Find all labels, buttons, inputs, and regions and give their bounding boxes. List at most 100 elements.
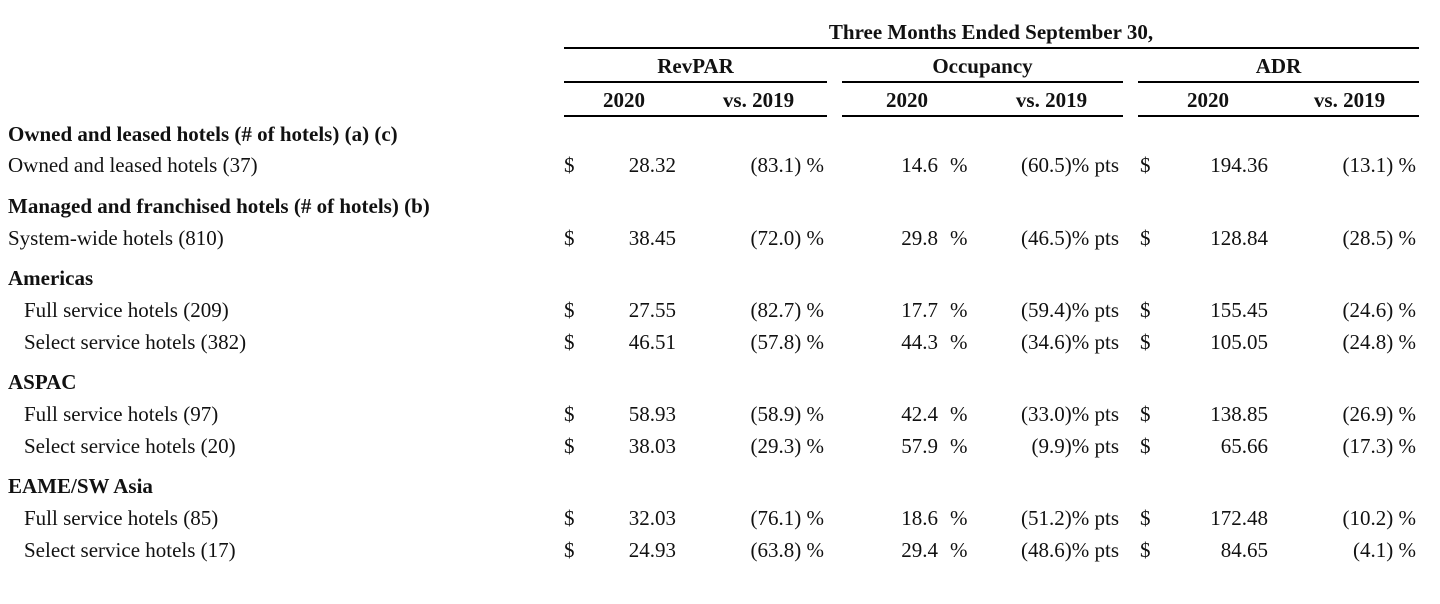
revpar-change: (83.1) % xyxy=(750,153,824,177)
revpar-value: 28.32 xyxy=(628,153,676,177)
row-label: Owned and leased hotels (37) xyxy=(8,153,258,177)
adr-change: (13.1) % xyxy=(1342,153,1416,177)
adr-value: 155.45 xyxy=(1210,298,1268,322)
adr-col-underline xyxy=(1138,115,1419,117)
adr-currency: $ xyxy=(1140,153,1151,177)
row-label: Full service hotels (85) xyxy=(24,506,219,530)
row-label: Full service hotels (209) xyxy=(24,298,229,322)
row-label: Select service hotels (382) xyxy=(24,330,247,354)
adr-value: 138.85 xyxy=(1210,402,1268,426)
revpar-change: (57.8) % xyxy=(750,330,824,354)
revpar-currency: $ xyxy=(564,226,575,250)
occupancy-group-header: Occupancy xyxy=(932,54,1033,78)
adr-value: 194.36 xyxy=(1210,153,1268,177)
section-heading-americas: Americas xyxy=(8,266,94,290)
revpar-col-underline xyxy=(564,115,827,117)
revpar-currency: $ xyxy=(564,330,575,354)
adr-value: 65.66 xyxy=(1220,434,1268,458)
adr-change: (28.5) % xyxy=(1342,226,1416,250)
occupancy-percent-sign: % xyxy=(950,298,968,322)
occupancy-value: 18.6 xyxy=(901,506,938,530)
adr-currency: $ xyxy=(1140,402,1151,426)
adr-change: (10.2) % xyxy=(1342,506,1416,530)
revpar-value: 32.03 xyxy=(628,506,676,530)
occupancy-value: 57.9 xyxy=(901,434,938,458)
adr-currency: $ xyxy=(1140,506,1151,530)
occupancy-percent-sign: % xyxy=(950,538,968,562)
revpar-value: 38.45 xyxy=(628,226,676,250)
revpar-change: (58.9) % xyxy=(750,402,824,426)
revpar-year-col-header: 2020 xyxy=(603,88,645,112)
occupancy-percent-sign: % xyxy=(950,506,968,530)
adr-group-header: ADR xyxy=(1255,54,1302,78)
occupancy-percent-sign: % xyxy=(950,153,968,177)
adr-value: 105.05 xyxy=(1210,330,1268,354)
occupancy-change-col-header: vs. 2019 xyxy=(1015,88,1088,112)
revpar-value: 46.51 xyxy=(628,330,676,354)
row-label: Full service hotels (97) xyxy=(24,402,219,426)
adr-value: 128.84 xyxy=(1210,226,1268,250)
adr-change: (24.8) % xyxy=(1342,330,1416,354)
revpar-change: (63.8) % xyxy=(750,538,824,562)
adr-value: 84.65 xyxy=(1220,538,1268,562)
occupancy-change: (59.4)% pts xyxy=(1021,298,1119,322)
row-label: System-wide hotels (810) xyxy=(8,226,224,250)
revpar-change-col-header: vs. 2019 xyxy=(722,88,795,112)
row-label: Select service hotels (17) xyxy=(24,538,236,562)
occupancy-change: (46.5)% pts xyxy=(1021,226,1119,250)
revpar-currency: $ xyxy=(564,506,575,530)
occupancy-percent-sign: % xyxy=(950,402,968,426)
section-heading-owned-leased: Owned and leased hotels (# of hotels) (a… xyxy=(8,122,398,146)
revpar-change: (72.0) % xyxy=(750,226,824,250)
revpar-change: (29.3) % xyxy=(750,434,824,458)
occupancy-change: (33.0)% pts xyxy=(1021,402,1119,426)
period-underline xyxy=(564,47,1419,49)
occupancy-value: 44.3 xyxy=(901,330,938,354)
occupancy-change: (34.6)% pts xyxy=(1021,330,1119,354)
revpar-value: 58.93 xyxy=(628,402,676,426)
occupancy-percent-sign: % xyxy=(950,330,968,354)
occupancy-year-col-header: 2020 xyxy=(886,88,928,112)
revpar-value: 38.03 xyxy=(628,434,676,458)
occupancy-value: 14.6 xyxy=(901,153,938,177)
occupancy-value: 17.7 xyxy=(901,298,938,322)
revpar-group-underline xyxy=(564,81,827,83)
section-heading-eame-sw-asia: EAME/SW Asia xyxy=(8,474,153,498)
occupancy-change: (60.5)% pts xyxy=(1021,153,1119,177)
occupancy-value: 29.8 xyxy=(901,226,938,250)
adr-change-col-header: vs. 2019 xyxy=(1313,88,1386,112)
revpar-change: (76.1) % xyxy=(750,506,824,530)
adr-currency: $ xyxy=(1140,298,1151,322)
adr-currency: $ xyxy=(1140,434,1151,458)
occupancy-change: (9.9)% pts xyxy=(1031,434,1120,458)
revpar-value: 24.93 xyxy=(628,538,676,562)
revpar-change: (82.7) % xyxy=(750,298,824,322)
revpar-group-header: RevPAR xyxy=(657,54,734,78)
adr-currency: $ xyxy=(1140,538,1151,562)
occupancy-value: 29.4 xyxy=(901,538,938,562)
occupancy-change: (48.6)% pts xyxy=(1021,538,1119,562)
occupancy-percent-sign: % xyxy=(950,226,968,250)
occupancy-group-underline xyxy=(842,81,1123,83)
adr-group-underline xyxy=(1138,81,1419,83)
occupancy-value: 42.4 xyxy=(901,402,938,426)
section-heading-aspac: ASPAC xyxy=(8,370,77,394)
adr-year-col-header: 2020 xyxy=(1187,88,1229,112)
adr-change: (24.6) % xyxy=(1342,298,1416,322)
revpar-currency: $ xyxy=(564,402,575,426)
adr-change: (17.3) % xyxy=(1342,434,1416,458)
adr-value: 172.48 xyxy=(1210,506,1268,530)
occupancy-change: (51.2)% pts xyxy=(1021,506,1119,530)
revpar-currency: $ xyxy=(564,153,575,177)
period-header: Three Months Ended September 30, xyxy=(828,20,1154,44)
row-label: Select service hotels (20) xyxy=(24,434,236,458)
revpar-currency: $ xyxy=(564,298,575,322)
adr-currency: $ xyxy=(1140,330,1151,354)
revpar-value: 27.55 xyxy=(628,298,676,322)
revpar-currency: $ xyxy=(564,434,575,458)
section-heading-managed-franchised: Managed and franchised hotels (# of hote… xyxy=(8,194,430,218)
adr-change: (26.9) % xyxy=(1342,402,1416,426)
revpar-currency: $ xyxy=(564,538,575,562)
adr-change: (4.1) % xyxy=(1353,538,1416,562)
adr-currency: $ xyxy=(1140,226,1151,250)
